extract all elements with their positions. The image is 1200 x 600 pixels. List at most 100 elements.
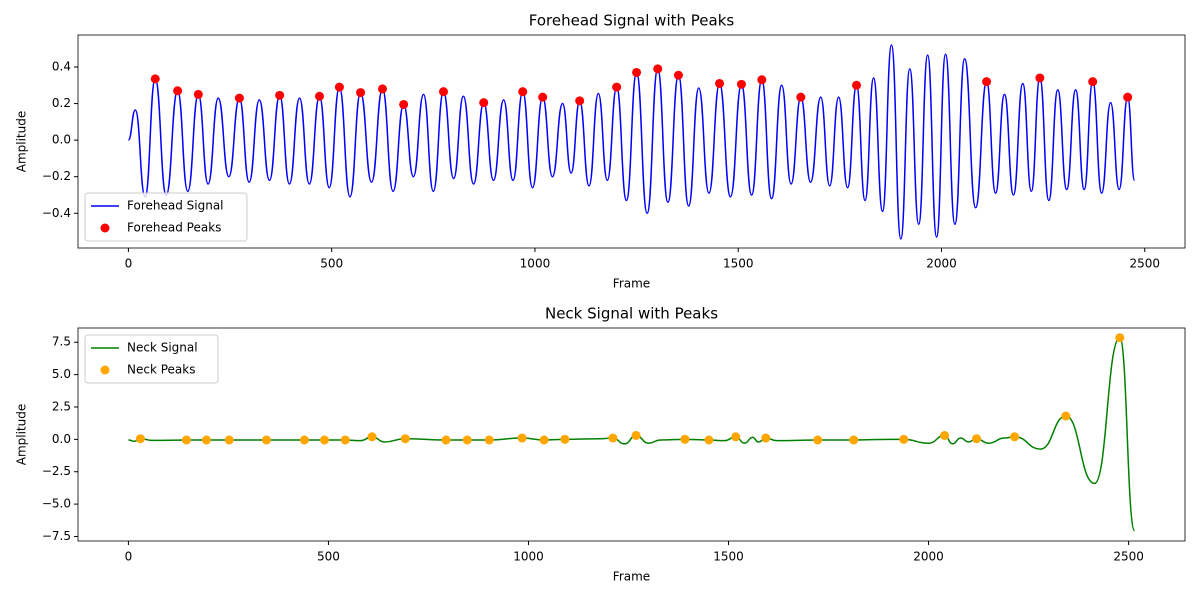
y-tick-label: 7.5: [52, 335, 71, 349]
peak-point: [479, 98, 489, 108]
peak-point: [899, 434, 909, 444]
peak-point: [849, 435, 859, 445]
x-tick-label: 500: [320, 257, 343, 271]
axes-frame: [77, 327, 1186, 542]
x-tick-label: 1000: [513, 550, 544, 564]
peak-point: [982, 77, 992, 87]
y-tick-label: 0.0: [52, 133, 71, 147]
peak-point: [438, 87, 448, 97]
peak-point: [319, 435, 329, 445]
x-tick-label: 2500: [1113, 550, 1144, 564]
legend-marker: [100, 365, 110, 375]
y-tick-label: −5.0: [42, 497, 71, 511]
peak-point: [653, 64, 663, 74]
legend-marker: [100, 223, 110, 233]
peak-point: [462, 435, 472, 445]
peak-point: [612, 82, 622, 92]
peak-point: [356, 88, 366, 98]
peak-point: [1010, 432, 1020, 442]
peak-point: [940, 430, 950, 440]
peak-point: [757, 75, 767, 85]
peak-point: [731, 432, 741, 442]
peak-point: [275, 90, 285, 100]
peak-point: [796, 92, 806, 102]
peak-point: [852, 80, 862, 90]
peak-point: [377, 84, 387, 94]
peak-point: [631, 430, 641, 440]
peak-point: [299, 435, 309, 445]
peak-point: [340, 435, 350, 445]
y-tick-label: −7.5: [42, 529, 71, 543]
peak-point: [314, 91, 324, 101]
axes-frame: [77, 34, 1186, 249]
plot-area: [127, 44, 1136, 240]
chart-title: Forehead Signal with Peaks: [529, 12, 735, 30]
x-axis-label: Frame: [613, 277, 650, 291]
legend-label: Forehead Peaks: [127, 221, 221, 235]
peak-point: [539, 435, 549, 445]
y-tick-label: 2.5: [52, 399, 71, 413]
legend-label: Neck Peaks: [127, 363, 195, 377]
legend-box: [84, 192, 248, 242]
peak-point: [518, 87, 528, 97]
y-axis-label: Amplitude: [15, 111, 29, 173]
peak-point: [632, 67, 642, 77]
peak-point: [736, 79, 746, 89]
x-tick-label: 1500: [723, 257, 754, 271]
y-axis-label: Amplitude: [15, 404, 29, 466]
peak-point: [680, 434, 690, 444]
y-tick-label: 5.0: [52, 367, 71, 381]
x-tick-label: 500: [317, 550, 340, 564]
x-tick-label: 2000: [913, 550, 944, 564]
peak-point: [1035, 73, 1045, 83]
legend-label: Forehead Signal: [127, 199, 224, 213]
x-tick-label: 2000: [926, 257, 957, 271]
peak-point: [234, 93, 244, 103]
peak-point: [813, 435, 823, 445]
peak-point: [1123, 92, 1133, 102]
x-tick-label: 2500: [1129, 257, 1160, 271]
peak-point: [484, 435, 494, 445]
y-tick-label: −0.2: [42, 169, 71, 183]
peak-point: [1061, 411, 1071, 421]
peak-point: [334, 82, 344, 92]
y-tick-label: 0.2: [52, 96, 71, 110]
peak-point: [575, 96, 585, 106]
y-tick-label: 0.0: [52, 432, 71, 446]
x-axis-label: Frame: [613, 570, 650, 584]
x-tick-label: 1000: [520, 257, 551, 271]
signal-line: [128, 336, 1136, 532]
legend-box: [84, 334, 219, 384]
chart-title: Neck Signal with Peaks: [545, 305, 718, 323]
peak-point: [715, 78, 725, 88]
peak-point: [673, 70, 683, 80]
x-tick-label: 0: [125, 257, 133, 271]
y-tick-label: −2.5: [42, 464, 71, 478]
peak-point: [1115, 333, 1125, 343]
peak-point: [261, 435, 271, 445]
peak-point: [517, 433, 527, 443]
peak-point: [704, 435, 714, 445]
peak-point: [201, 435, 211, 445]
peak-point: [150, 74, 160, 84]
peak-point: [135, 434, 145, 444]
peak-point: [400, 434, 410, 444]
legend-label: Neck Signal: [127, 341, 198, 355]
peak-point: [224, 435, 234, 445]
peak-point: [761, 433, 771, 443]
x-tick-label: 1500: [713, 550, 744, 564]
x-tick-label: 0: [125, 550, 133, 564]
y-tick-label: 0.4: [52, 59, 71, 73]
peak-point: [538, 92, 548, 102]
peak-point: [367, 432, 377, 442]
peak-point: [441, 435, 451, 445]
peak-point: [193, 89, 203, 99]
peak-point: [1088, 77, 1098, 87]
peak-point: [608, 433, 618, 443]
signal-line: [127, 44, 1136, 240]
y-tick-label: −0.4: [42, 206, 71, 220]
peak-point: [181, 435, 191, 445]
peak-point: [560, 434, 570, 444]
peak-point: [972, 434, 982, 444]
